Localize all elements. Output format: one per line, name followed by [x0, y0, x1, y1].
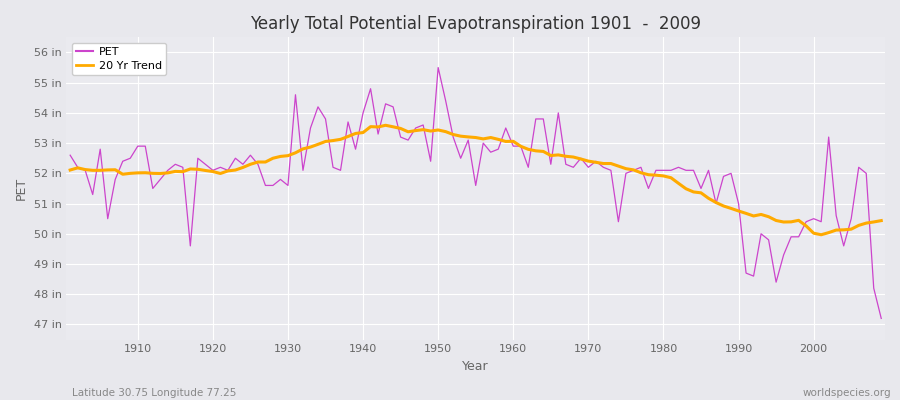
Text: worldspecies.org: worldspecies.org [803, 388, 891, 398]
Line: 20 Yr Trend: 20 Yr Trend [70, 125, 881, 235]
20 Yr Trend [125, 171, 136, 176]
Title: Yearly Total Potential Evapotranspiration 1901  -  2009: Yearly Total Potential Evapotranspiratio… [250, 15, 701, 33]
PET [65, 153, 76, 158]
20 Yr Trend [380, 123, 391, 128]
Line: PET: PET [70, 68, 881, 318]
20 Yr Trend [508, 139, 518, 144]
PET [290, 92, 301, 97]
PET [335, 168, 346, 173]
20 Yr Trend [876, 218, 886, 223]
PET [508, 144, 518, 148]
20 Yr Trend [290, 150, 301, 155]
20 Yr Trend [516, 144, 526, 149]
PET [876, 316, 886, 321]
PET [606, 168, 616, 173]
20 Yr Trend [815, 232, 826, 237]
PET [516, 144, 526, 148]
X-axis label: Year: Year [463, 360, 489, 373]
Y-axis label: PET: PET [15, 177, 28, 200]
PET [125, 156, 136, 161]
20 Yr Trend [65, 168, 76, 172]
Legend: PET, 20 Yr Trend: PET, 20 Yr Trend [72, 43, 166, 75]
Text: Latitude 30.75 Longitude 77.25: Latitude 30.75 Longitude 77.25 [72, 388, 237, 398]
20 Yr Trend [606, 161, 616, 166]
PET [433, 65, 444, 70]
20 Yr Trend [335, 137, 346, 142]
